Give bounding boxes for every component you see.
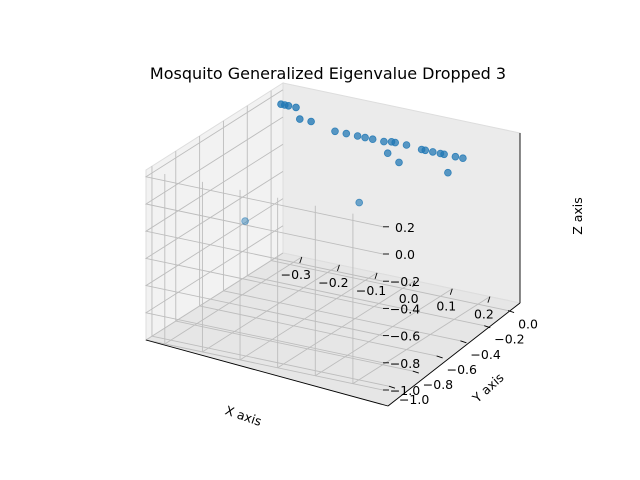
y-gridline xyxy=(175,320,413,372)
z-gridline xyxy=(144,171,384,309)
x-gridline xyxy=(352,296,491,385)
z-tick-label: −0.4 xyxy=(390,301,420,316)
z-gridline xyxy=(144,89,384,228)
data-point xyxy=(295,115,304,123)
data-point xyxy=(307,117,315,126)
y-axis-line xyxy=(387,302,521,407)
x-axis-line xyxy=(145,339,389,407)
z-gridline xyxy=(144,116,384,255)
data-point xyxy=(380,137,388,146)
y-gridline xyxy=(247,275,485,327)
z-tick-label: −0.2 xyxy=(390,274,420,289)
x-tick-mark xyxy=(449,288,453,295)
data-points xyxy=(241,100,467,225)
axes-grid xyxy=(144,89,509,391)
data-point xyxy=(383,149,392,158)
axes-panes xyxy=(144,82,522,407)
y-gridline xyxy=(151,335,390,387)
x-tick-label: −0.3 xyxy=(281,267,311,282)
y-tick-mark xyxy=(507,310,515,313)
z-tick-label: −0.6 xyxy=(390,329,420,344)
data-point xyxy=(331,127,339,136)
x-gridline xyxy=(239,272,378,361)
data-point xyxy=(284,102,293,110)
data-point xyxy=(361,133,369,142)
z-gridline xyxy=(144,143,384,282)
data-point xyxy=(428,148,437,156)
data-point xyxy=(292,103,300,112)
y-gridline xyxy=(199,305,437,357)
axes-ticks: −0.3−0.2−0.10.00.10.2−1.0−0.8−0.6−0.4−0.… xyxy=(281,220,538,407)
data-point xyxy=(353,132,362,140)
y-tick-mark xyxy=(484,325,491,329)
x-tick-mark xyxy=(487,296,491,303)
x-axis-label: X axis xyxy=(223,403,263,429)
data-point xyxy=(368,135,377,144)
data-point xyxy=(241,217,249,225)
x-tick-mark xyxy=(337,264,340,272)
data-point xyxy=(391,138,400,147)
data-point xyxy=(459,154,467,163)
y-tick-label: 0.0 xyxy=(518,317,538,332)
data-point xyxy=(444,168,452,177)
x-gridline xyxy=(277,280,415,369)
x-gridline xyxy=(202,264,340,353)
x-gridline xyxy=(315,288,453,377)
z-gridline xyxy=(144,225,384,364)
x-tick-label: 0.0 xyxy=(399,291,419,306)
z-tick-label: 0.0 xyxy=(395,247,415,262)
y-tick-label: −0.2 xyxy=(494,332,524,347)
y-tick-label: −0.8 xyxy=(423,377,453,392)
z-tick-label: 0.2 xyxy=(395,220,415,235)
z-axis-label: Z axis xyxy=(570,197,585,235)
y-tick-label: −1.0 xyxy=(399,392,429,407)
data-point xyxy=(451,152,460,161)
z-tick-label: −1.0 xyxy=(390,383,420,398)
data-point xyxy=(395,158,403,167)
y-gridline xyxy=(270,260,509,312)
x-gridline xyxy=(164,256,303,345)
x-tick-mark xyxy=(412,280,416,287)
z-tick-label: −0.8 xyxy=(390,356,420,371)
data-point xyxy=(421,146,430,155)
y-tick-label: −0.4 xyxy=(470,347,500,362)
x-tick-label: 0.2 xyxy=(474,307,494,322)
x-tick-label: −0.2 xyxy=(318,275,348,290)
chart-title: Mosquito Generalized Eigenvalue Dropped … xyxy=(150,64,506,83)
x-tick-mark xyxy=(299,256,303,264)
data-point xyxy=(440,150,448,159)
y-gridline xyxy=(223,290,461,342)
data-point xyxy=(355,198,364,207)
x-tick-label: −0.1 xyxy=(356,283,386,298)
y-tick-mark xyxy=(388,385,396,389)
y-tick-label: −0.6 xyxy=(447,362,477,377)
y-tick-mark xyxy=(436,355,443,359)
axes-lines xyxy=(145,133,521,407)
y-tick-mark xyxy=(412,370,419,374)
data-point xyxy=(402,141,411,149)
x-tick-label: 0.1 xyxy=(436,299,456,314)
data-point xyxy=(342,129,351,138)
z-gridline xyxy=(144,198,384,337)
x-tick-mark xyxy=(374,272,378,279)
y-tick-mark xyxy=(460,340,467,344)
